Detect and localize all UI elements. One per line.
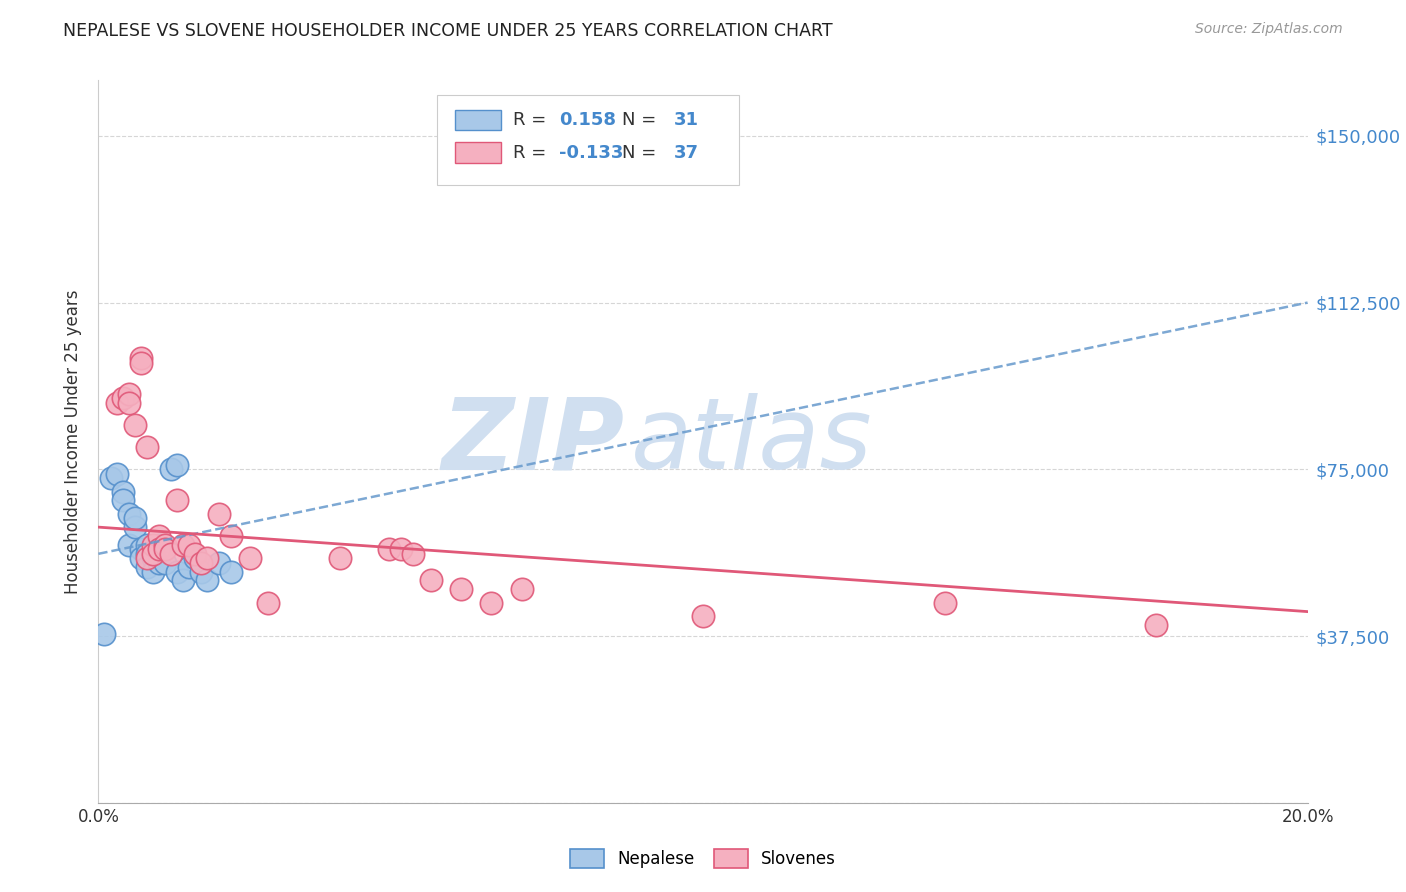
Point — [195, 551, 218, 566]
Point — [221, 565, 243, 579]
Point — [172, 538, 194, 552]
Point — [124, 511, 146, 525]
Point — [179, 560, 201, 574]
Point — [692, 609, 714, 624]
Text: N =: N = — [621, 144, 662, 161]
Point — [135, 547, 157, 561]
Point — [329, 551, 352, 566]
Point — [377, 542, 399, 557]
Point — [153, 538, 176, 552]
Point — [208, 556, 231, 570]
Point — [166, 458, 188, 472]
Point — [184, 551, 207, 566]
Text: N =: N = — [621, 111, 662, 129]
Point — [129, 356, 152, 370]
Text: -0.133: -0.133 — [560, 144, 623, 161]
Point — [105, 467, 128, 481]
Point — [111, 391, 134, 405]
Point — [129, 551, 152, 566]
Point — [481, 596, 503, 610]
Text: 37: 37 — [673, 144, 699, 161]
Point — [118, 386, 141, 401]
Point — [118, 507, 141, 521]
Point — [93, 627, 115, 641]
FancyBboxPatch shape — [437, 95, 740, 185]
Point — [190, 556, 212, 570]
Point — [111, 493, 134, 508]
Point — [142, 538, 165, 552]
Point — [142, 565, 165, 579]
Text: Source: ZipAtlas.com: Source: ZipAtlas.com — [1195, 22, 1343, 37]
Point — [420, 574, 443, 588]
Point — [510, 582, 533, 597]
Point — [111, 484, 134, 499]
Point — [256, 596, 278, 610]
Point — [148, 556, 170, 570]
Point — [208, 507, 231, 521]
Point — [166, 565, 188, 579]
Point — [148, 542, 170, 557]
Point — [135, 560, 157, 574]
Point — [190, 565, 212, 579]
Point — [184, 547, 207, 561]
Text: NEPALESE VS SLOVENE HOUSEHOLDER INCOME UNDER 25 YEARS CORRELATION CHART: NEPALESE VS SLOVENE HOUSEHOLDER INCOME U… — [63, 22, 832, 40]
Y-axis label: Householder Income Under 25 years: Householder Income Under 25 years — [65, 289, 83, 594]
Text: 31: 31 — [673, 111, 699, 129]
Point — [153, 556, 176, 570]
Text: 0.158: 0.158 — [560, 111, 616, 129]
Point — [389, 542, 412, 557]
Point — [221, 529, 243, 543]
Point — [172, 574, 194, 588]
Point — [105, 395, 128, 409]
Text: R =: R = — [513, 111, 553, 129]
Point — [118, 395, 141, 409]
Point — [148, 538, 170, 552]
Point — [135, 440, 157, 454]
FancyBboxPatch shape — [456, 110, 501, 130]
Point — [402, 547, 425, 561]
Point — [148, 529, 170, 543]
Point — [239, 551, 262, 566]
Point — [118, 538, 141, 552]
Point — [135, 551, 157, 566]
Point — [153, 542, 176, 557]
Point — [142, 547, 165, 561]
Point — [934, 596, 956, 610]
Point — [195, 574, 218, 588]
Point — [166, 493, 188, 508]
Point — [100, 471, 122, 485]
Point — [129, 542, 152, 557]
Text: atlas: atlas — [630, 393, 872, 490]
Point — [124, 520, 146, 534]
Text: ZIP: ZIP — [441, 393, 624, 490]
Point — [124, 417, 146, 432]
Point — [148, 547, 170, 561]
Point — [142, 551, 165, 566]
Point — [450, 582, 472, 597]
Point — [129, 351, 152, 366]
FancyBboxPatch shape — [456, 143, 501, 162]
Point — [160, 547, 183, 561]
Point — [135, 538, 157, 552]
Point — [160, 462, 183, 476]
Point — [179, 538, 201, 552]
Point — [1144, 618, 1167, 632]
Legend: Nepalese, Slovenes: Nepalese, Slovenes — [564, 842, 842, 875]
Point — [153, 542, 176, 557]
Text: R =: R = — [513, 144, 553, 161]
